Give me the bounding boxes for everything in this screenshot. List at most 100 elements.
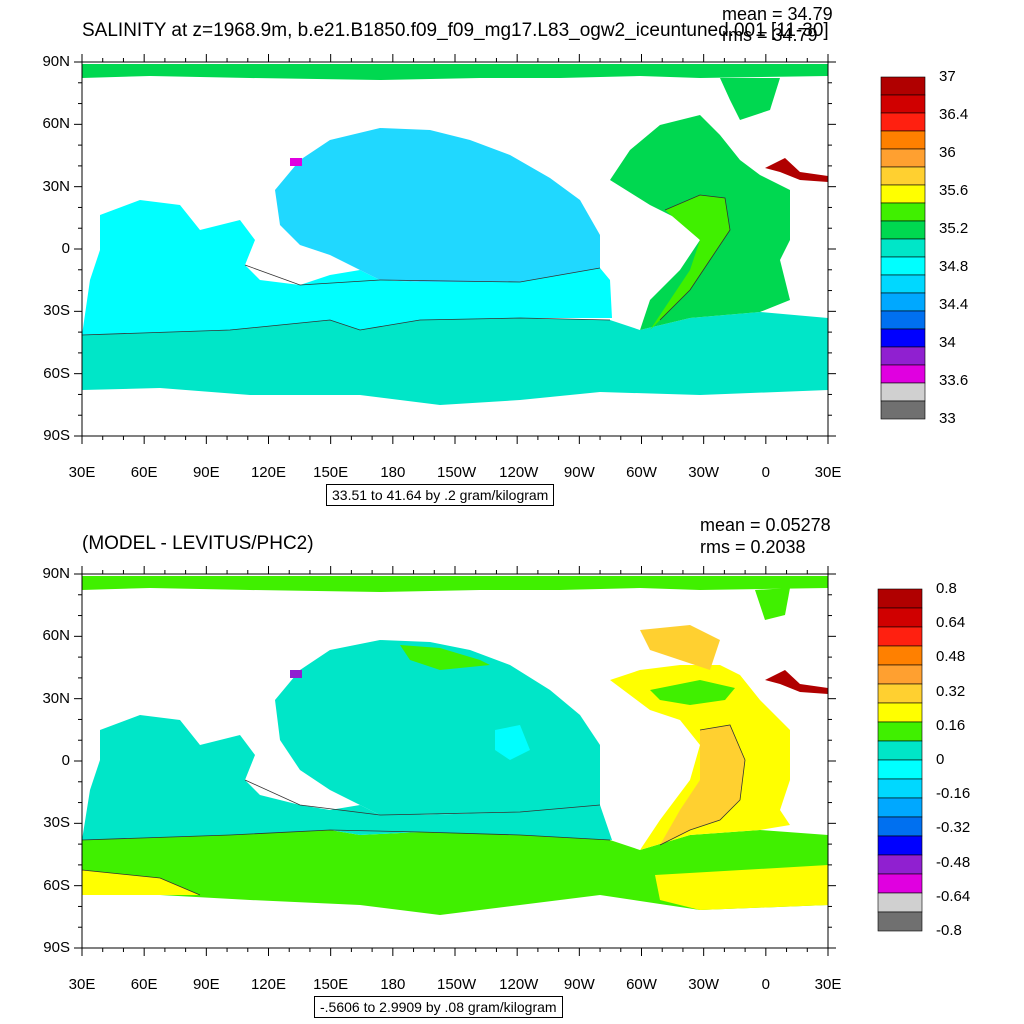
colorbar-label: 34 [939, 334, 956, 351]
panel1-north-pacific [275, 128, 600, 282]
lon-tick-label: 60E [130, 464, 158, 481]
colorbar-swatch [880, 94, 926, 114]
colorbar-label: 33.6 [939, 372, 969, 389]
lon-tick-label: 60W [626, 464, 657, 481]
colorbar-label: -0.32 [936, 819, 971, 837]
lon-tick-label: 30E [68, 976, 96, 993]
colorbar-label: 35.6 [939, 182, 969, 199]
lat-tick-label: 0 [61, 240, 70, 257]
panel2-southern-ocean [82, 830, 828, 915]
colorbar-swatch [880, 310, 926, 330]
colorbar-swatch [880, 274, 926, 294]
colorbar-swatch [880, 76, 926, 96]
panel1-southern-ocean [82, 312, 828, 405]
lat-tick-label: 30S [43, 302, 70, 320]
colorbar-swatch [877, 702, 923, 723]
panel1-atlantic-core [650, 195, 730, 330]
lon-tick-label: 120W [499, 464, 539, 481]
lon-tick-label: 30E [814, 976, 842, 993]
panel1-indian-ocean [82, 200, 612, 335]
panel1-map [81, 61, 829, 437]
panel2-mean: mean = 0.05278 [700, 515, 831, 535]
colorbar-swatch [880, 166, 926, 186]
colorbar-swatch [880, 130, 926, 150]
colorbar-label: 0.64 [936, 614, 966, 632]
lon-tick-label: 150W [437, 464, 477, 481]
colorbar-swatch [877, 911, 923, 932]
panel2-north-pacific [275, 640, 600, 815]
lon-tick-label: 30E [68, 464, 96, 481]
colorbar-label: 0 [936, 751, 945, 768]
lat-tick-label: 90N [42, 565, 70, 582]
colorbar-label: 36.4 [939, 106, 969, 123]
colorbar-swatch [877, 645, 923, 666]
lat-tick-label: 60N [42, 627, 70, 645]
colorbar-label: 35.2 [939, 220, 969, 237]
colorbar-label: 37 [939, 68, 956, 85]
colorbar-label: 0.48 [936, 648, 966, 666]
lon-tick-label: 120W [499, 976, 539, 993]
colorbar-swatch [880, 292, 926, 312]
colorbar-label: 0.8 [936, 580, 957, 597]
colorbar-swatch [880, 184, 926, 204]
lat-tick-label: 0 [61, 752, 70, 769]
colorbar-label: -0.8 [936, 922, 962, 939]
lat-tick-label: 60S [43, 364, 70, 382]
panel2-map [81, 573, 829, 949]
panel2-arctic [82, 576, 828, 592]
lon-tick-label: 30W [688, 976, 720, 993]
panel2-contour-info: -.5606 to 2.9909 by .08 gram/kilogram [314, 996, 563, 1018]
lon-tick-label: 30E [814, 464, 842, 481]
lon-tick-label: 90E [192, 976, 220, 993]
lon-tick-label: 30W [688, 464, 720, 481]
colorbars [877, 76, 926, 932]
lat-tick-label: 30S [43, 814, 70, 832]
colorbar-swatch [877, 892, 923, 913]
colorbar-swatch [877, 873, 923, 894]
lon-tick-label: 90W [563, 464, 595, 481]
lon-tick-label: 60W [626, 976, 657, 993]
lat-tick-label: 60S [43, 876, 70, 894]
colorbar-swatch [877, 816, 923, 837]
colorbar-swatch [877, 835, 923, 856]
lat-tick-label: 90N [42, 53, 70, 70]
panel1-title: SALINITY at z=1968.9m, b.e21.B1850.f09_f… [82, 20, 829, 41]
colorbar-label: 36 [939, 144, 956, 161]
lon-tick-label: 120E [250, 464, 287, 481]
lat-tick-label: 30N [42, 689, 70, 707]
colorbar-swatch [880, 238, 926, 258]
panel1-mediterranean [765, 158, 828, 182]
panel1-contour-info: 33.51 to 41.64 by .2 gram/kilogram [326, 484, 555, 506]
lon-tick-label: 180 [380, 464, 406, 481]
colorbar-swatch [877, 588, 923, 609]
panel2-rms: rms = 0.2038 [700, 537, 806, 557]
colorbar-swatch [877, 778, 923, 799]
colorbar-label: 33 [939, 410, 956, 427]
colorbar-swatch [877, 664, 923, 685]
colorbar-label: 34.8 [939, 258, 969, 275]
lon-tick-label: 0 [761, 464, 770, 481]
panel1-rms: rms = 34.79 [722, 25, 818, 45]
colorbar-swatch [877, 626, 923, 647]
panel1-mean: mean = 34.79 [722, 4, 833, 24]
panel2-mediterranean [765, 670, 828, 694]
lon-tick-label: 180 [380, 976, 406, 993]
colorbar-swatch [877, 854, 923, 875]
colorbar-swatch [880, 220, 926, 240]
colorbar-swatch [880, 148, 926, 168]
colorbar-swatch [877, 759, 923, 780]
colorbar-label: 34.4 [939, 296, 969, 313]
colorbar-label: -0.64 [936, 887, 971, 905]
colorbar-label: -0.48 [936, 853, 971, 871]
lat-tick-label: 30N [42, 177, 70, 195]
colorbar-swatch [880, 364, 926, 384]
colorbar-swatch [880, 202, 926, 222]
colorbar-swatch [880, 346, 926, 366]
panel2-title: (MODEL - LEVITUS/PHC2) [82, 533, 314, 554]
colorbar-swatch [880, 400, 926, 420]
colorbar-swatch [877, 683, 923, 704]
colorbar-label: -0.16 [936, 785, 971, 803]
lat-tick-label: 90S [43, 427, 70, 444]
axis-ticks [74, 54, 836, 956]
